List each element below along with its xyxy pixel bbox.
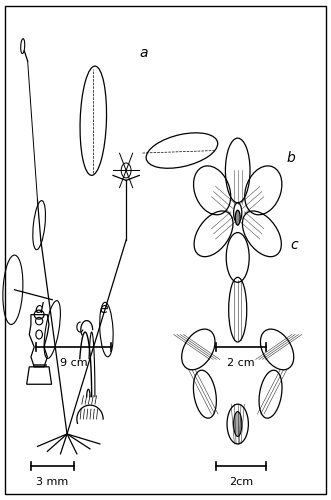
Text: 2 cm: 2 cm [227,358,255,368]
Text: c: c [290,238,298,252]
Text: b: b [287,150,296,164]
Ellipse shape [235,210,240,225]
Text: 9 cm: 9 cm [60,358,87,368]
Text: 2cm: 2cm [229,477,253,487]
Text: 3 mm: 3 mm [36,477,69,487]
Text: a: a [139,46,148,60]
Text: e: e [100,302,108,316]
Text: d: d [34,302,43,316]
Ellipse shape [234,412,242,436]
